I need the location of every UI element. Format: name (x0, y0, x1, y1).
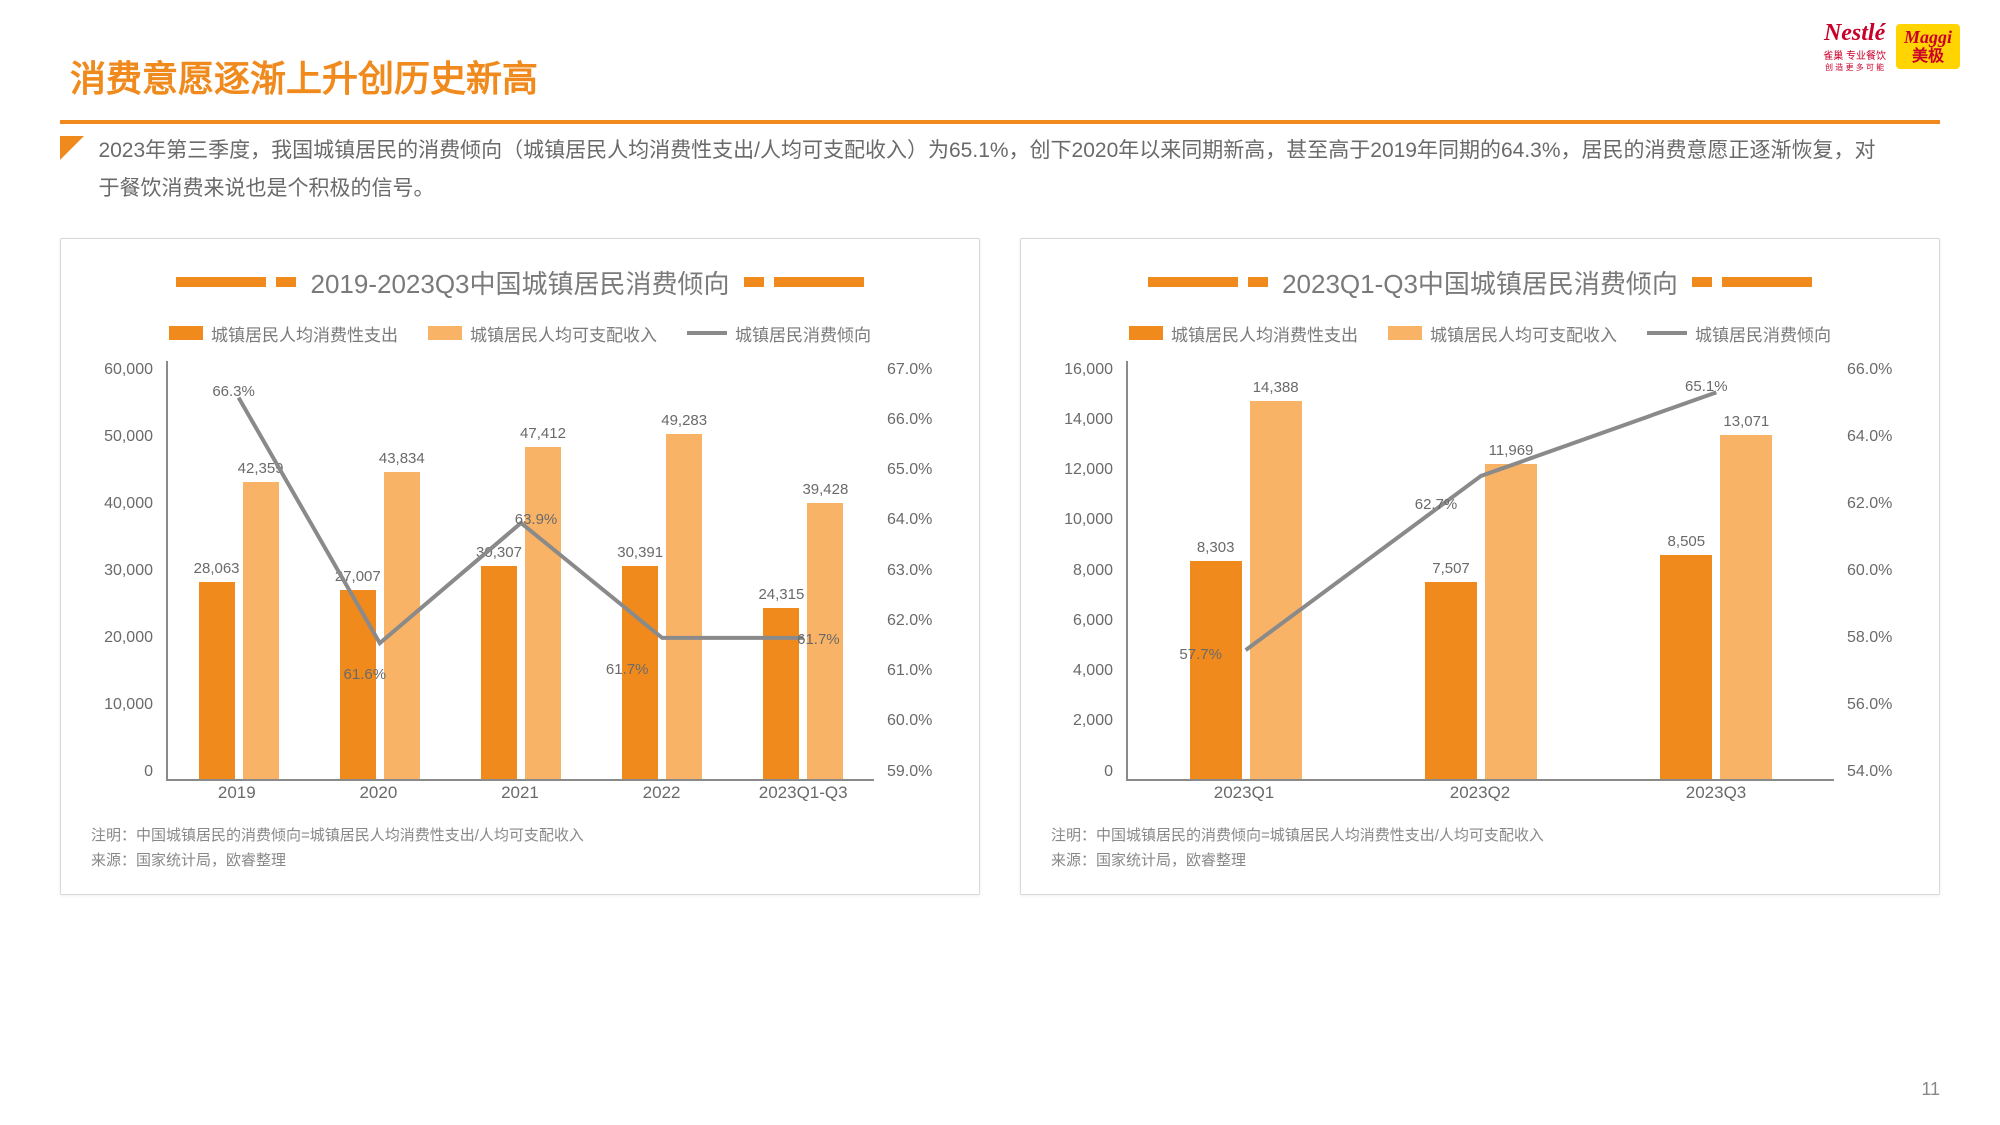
header: Nestlé 雀巢 专业餐饮 创 造 更 多 可 能 Maggi 美极 消费意愿… (60, 50, 1940, 208)
page-title: 消费意愿逐渐上升创历史新高 (70, 50, 1940, 102)
subtitle-text: 2023年第三季度，我国城镇居民的消费倾向（城镇居民人均消费性支出/人均可支配收… (98, 132, 1878, 208)
chart-panel-2: 2023Q1-Q3中国城镇居民消费倾向城镇居民人均消费性支出城镇居民人均可支配收… (1020, 238, 1940, 895)
nestle-logo: Nestlé 雀巢 专业餐饮 创 造 更 多 可 能 (1823, 20, 1886, 73)
chart-plot-area: 16,00014,00012,00010,0008,0006,0004,0002… (1051, 361, 1909, 811)
chart-title: 2019-2023Q3中国城镇居民消费倾向 (310, 264, 729, 301)
chart-title: 2023Q1-Q3中国城镇居民消费倾向 (1282, 264, 1678, 301)
title-underline (60, 120, 1940, 124)
maggi-logo: Maggi 美极 (1896, 24, 1960, 69)
page-number: 11 (1921, 1079, 1940, 1100)
chart-legend: 城镇居民人均消费性支出城镇居民人均可支配收入城镇居民消费倾向 (1051, 321, 1909, 346)
chart-legend: 城镇居民人均消费性支出城镇居民人均可支配收入城镇居民消费倾向 (91, 321, 949, 346)
chart-plot-area: 60,00050,00040,00030,00020,00010,000028,… (91, 361, 949, 811)
chart-footnote: 注明：中国城镇居民的消费倾向=城镇居民人均消费性支出/人均可支配收入来源：国家统… (91, 823, 949, 874)
chart-panel-1: 2019-2023Q3中国城镇居民消费倾向城镇居民人均消费性支出城镇居民人均可支… (60, 238, 980, 895)
charts-row: 2019-2023Q3中国城镇居民消费倾向城镇居民人均消费性支出城镇居民人均可支… (60, 238, 1940, 895)
paragraph-marker-icon (60, 136, 84, 160)
chart-footnote: 注明：中国城镇居民的消费倾向=城镇居民人均消费性支出/人均可支配收入来源：国家统… (1051, 823, 1909, 874)
logos: Nestlé 雀巢 专业餐饮 创 造 更 多 可 能 Maggi 美极 (1823, 20, 1960, 73)
